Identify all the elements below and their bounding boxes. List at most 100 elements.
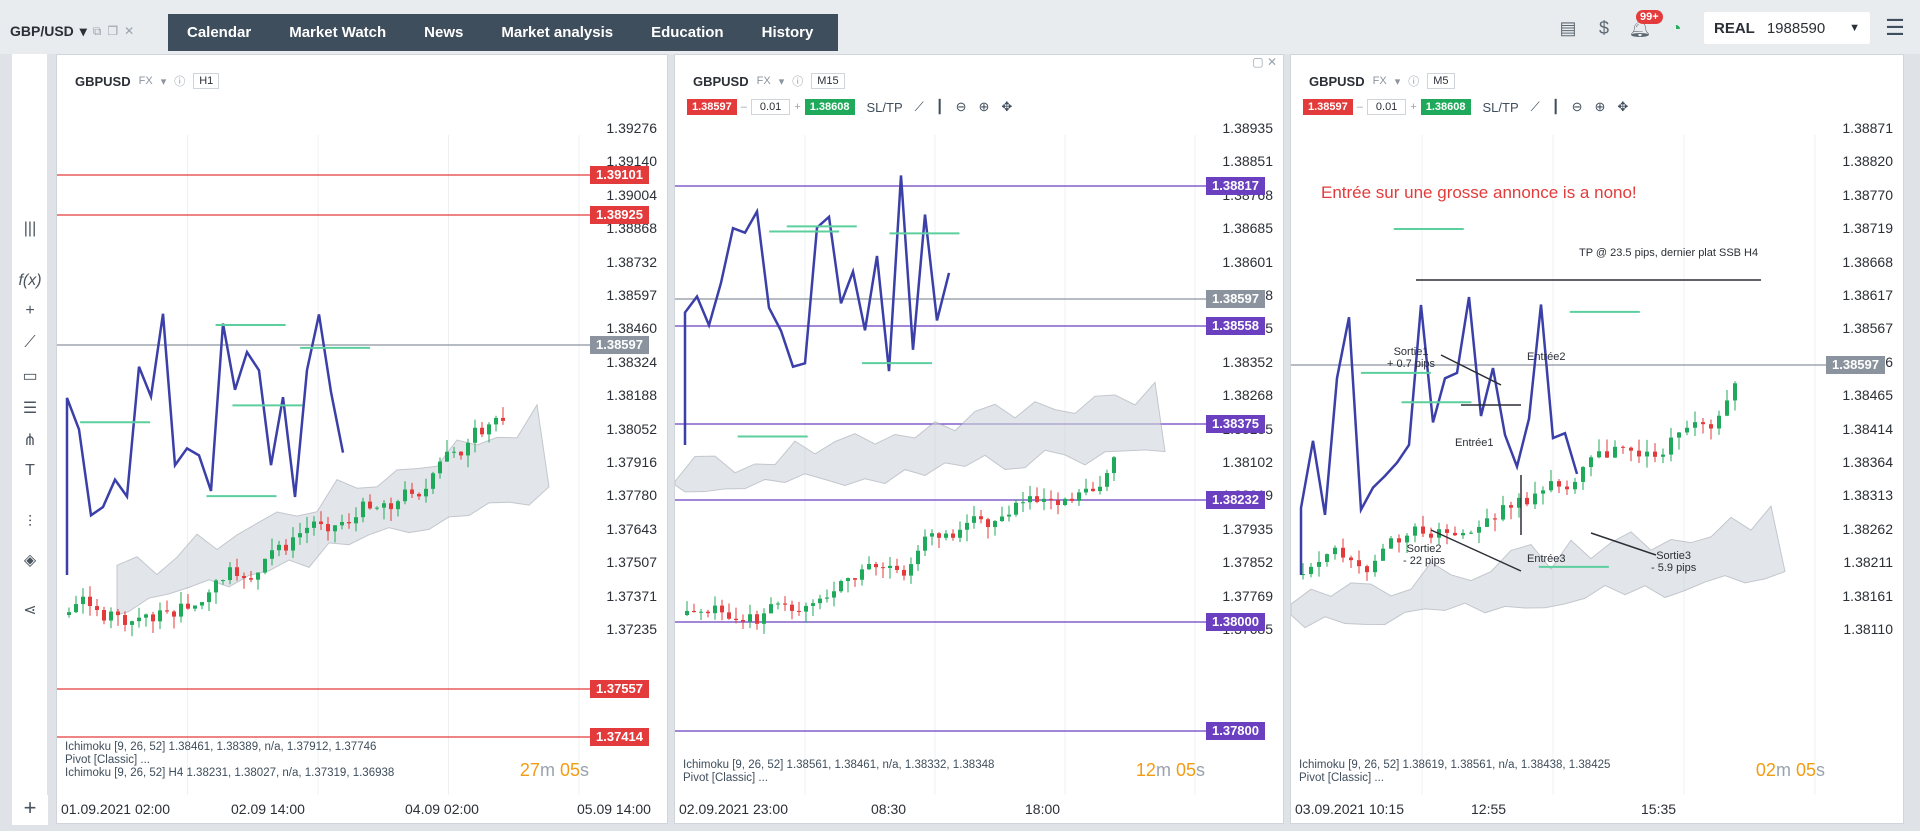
quantity-input[interactable]: 0.01 [1366,99,1407,115]
chart-symbol[interactable]: GBPUSD [1309,73,1365,89]
timer-seconds: 05 [1795,760,1816,780]
sell-button[interactable]: 1.38597 [687,99,737,115]
info-icon[interactable]: ⓘ [1408,76,1420,88]
share-icon[interactable]: ⋖ [23,602,37,619]
quantity-input[interactable]: 0.01 [750,99,791,115]
close-icon[interactable]: ✕ [124,24,135,38]
price-tag[interactable]: 1.38558 [1206,317,1265,335]
price-chart[interactable] [57,55,669,795]
nav-education[interactable]: Education [651,24,724,41]
price-tag[interactable]: 1.38597 [1206,290,1265,308]
restore-icon[interactable]: ❐ [107,24,119,38]
zoom-out-icon[interactable]: ⊖ [955,99,967,114]
indicator-ichimoku-h4[interactable]: Ichimoku [9, 26, 52] H4 1.38231, 1.38027… [65,767,395,779]
price-axis[interactable]: 1.39276 1.39140 1.39004 1.38868 1.38732 1.385… [577,55,667,795]
price-chart[interactable] [675,55,1285,795]
time-axis[interactable]: 03.09.2021 10:15 12:55 15:35 [1291,797,1905,823]
minus-icon[interactable]: – [740,101,747,113]
zoom-in-icon[interactable]: ⊕ [978,99,990,114]
buy-button[interactable]: 1.38608 [1420,99,1471,115]
hamburger-menu-icon[interactable]: ☰ [1885,15,1905,40]
timeframe-select[interactable]: M15 [811,73,845,89]
trendline-icon[interactable]: ⟋ [24,334,36,351]
candle-body [256,572,260,580]
price-chart[interactable] [1291,55,1905,795]
candle-body [158,610,162,622]
sell-button[interactable]: 1.38597 [1303,99,1353,115]
candle-body [713,605,717,614]
candles-icon[interactable]: ┃ [935,99,944,114]
indicator-ichimoku[interactable]: Ichimoku [9, 26, 52] 1.38461, 1.38389, n… [65,741,377,753]
fibonacci-icon[interactable]: ☰ [22,400,38,417]
price-tag[interactable]: 1.37800 [1206,722,1265,740]
zoom-in-icon[interactable]: ⊕ [1594,99,1606,114]
time-axis[interactable]: 02.09.2021 23:00 08:30 18:00 [675,797,1285,823]
indicator-pivot[interactable]: Pivot [Classic] ... [65,754,150,766]
layers-icon[interactable]: ◈ [23,552,37,569]
symbol-tab[interactable]: GBP/USD ▾ ⧉ ❐ ✕ [10,14,160,48]
timeframe-select[interactable]: H1 [193,73,220,89]
nav-market-analysis[interactable]: Market analysis [501,24,614,41]
nav-news[interactable]: News [424,24,464,41]
chevron-down-icon[interactable]: ▾ [1394,75,1401,88]
text-icon[interactable]: T [25,462,35,479]
price-tag[interactable]: 1.38817 [1206,177,1265,195]
zoom-out-icon[interactable]: ⊖ [1571,99,1583,114]
close-icon[interactable]: ✕ [1266,55,1277,69]
rectangle-icon[interactable]: ▭ [22,368,38,385]
price-tag[interactable]: 1.38000 [1206,613,1265,631]
candle-body [494,417,498,425]
price-tag[interactable]: 1.39101 [590,166,649,184]
price-tag[interactable]: 1.38597 [590,336,649,354]
candle-body [389,503,393,510]
nav-market-watch[interactable]: Market Watch [289,24,387,41]
price-tag[interactable]: 1.37557 [590,680,649,698]
timeframe-select[interactable]: M5 [1427,73,1455,89]
chart-symbol[interactable]: GBPUSD [75,73,131,89]
chevron-down-icon[interactable]: ▾ [79,22,87,39]
crosshair-icon[interactable]: + [25,302,35,319]
indicator-ichimoku[interactable]: Ichimoku [9, 26, 52] 1.38619, 1.38561, n… [1299,759,1611,771]
price-tag[interactable]: 1.38925 [590,206,649,224]
nav-history[interactable]: History [761,24,814,41]
candles-icon[interactable]: ┃ [1551,99,1560,114]
add-chart-button[interactable]: + [12,795,48,825]
function-icon[interactable]: f(x) [18,272,42,289]
plus-icon[interactable]: + [1410,101,1417,113]
settings-sliders-icon[interactable]: ⫶ [27,514,32,531]
account-selector[interactable]: REAL 1988590 ▼ [1704,12,1870,44]
pitchfork-icon[interactable]: ⋔ [23,432,37,449]
popout-icon[interactable]: ⧉ [92,23,102,38]
chart-symbol[interactable]: GBPUSD [693,73,749,89]
info-icon[interactable]: ⓘ [174,76,186,88]
time-axis[interactable]: 01.09.2021 02:00 02.09 14:00 04.09 02:00 05… [57,797,669,823]
price-tag[interactable]: 1.38232 [1206,491,1265,509]
line-chart-icon[interactable]: ⟋ [1530,99,1540,114]
layout-icon[interactable]: ▤ [1559,17,1577,38]
bars-icon[interactable]: ||| [23,220,37,237]
line-chart-icon[interactable]: ⟋ [914,99,924,114]
bell-icon[interactable]: 🔔︎ 99+ [1622,9,1663,39]
candle-body [1301,574,1305,576]
deposit-icon[interactable]: $ [1598,17,1609,38]
plus-icon[interactable]: + [794,101,801,113]
indicator-pivot[interactable]: Pivot [Classic] ... [683,772,768,784]
nav-calendar[interactable]: Calendar [187,24,252,41]
price-axis[interactable]: 1.38871 1.38820 1.38770 1.38719 1.38668 1.386… [1813,55,1903,795]
indicator-pivot[interactable]: Pivot [Classic] ... [1299,772,1384,784]
indicator-ichimoku[interactable]: Ichimoku [9, 26, 52] 1.38561, 1.38461, n… [683,759,995,771]
move-icon[interactable]: ✥ [1617,99,1629,114]
maximize-icon[interactable]: ▢ [1252,55,1264,69]
move-icon[interactable]: ✥ [1001,99,1013,114]
price-tag[interactable]: 1.37414 [590,728,649,746]
buy-button[interactable]: 1.38608 [804,99,855,115]
sltp-button[interactable]: SL/TP [866,99,903,115]
chevron-down-icon[interactable]: ▾ [778,75,785,88]
chevron-down-icon[interactable]: ▾ [160,75,167,88]
sltp-button[interactable]: SL/TP [1482,99,1519,115]
info-icon[interactable]: ⓘ [792,76,804,88]
price-tag[interactable]: 1.38597 [1826,356,1885,374]
price-tag[interactable]: 1.38375 [1206,415,1265,433]
chevron-down-icon[interactable]: ▼ [1849,22,1860,34]
minus-icon[interactable]: – [1356,101,1363,113]
